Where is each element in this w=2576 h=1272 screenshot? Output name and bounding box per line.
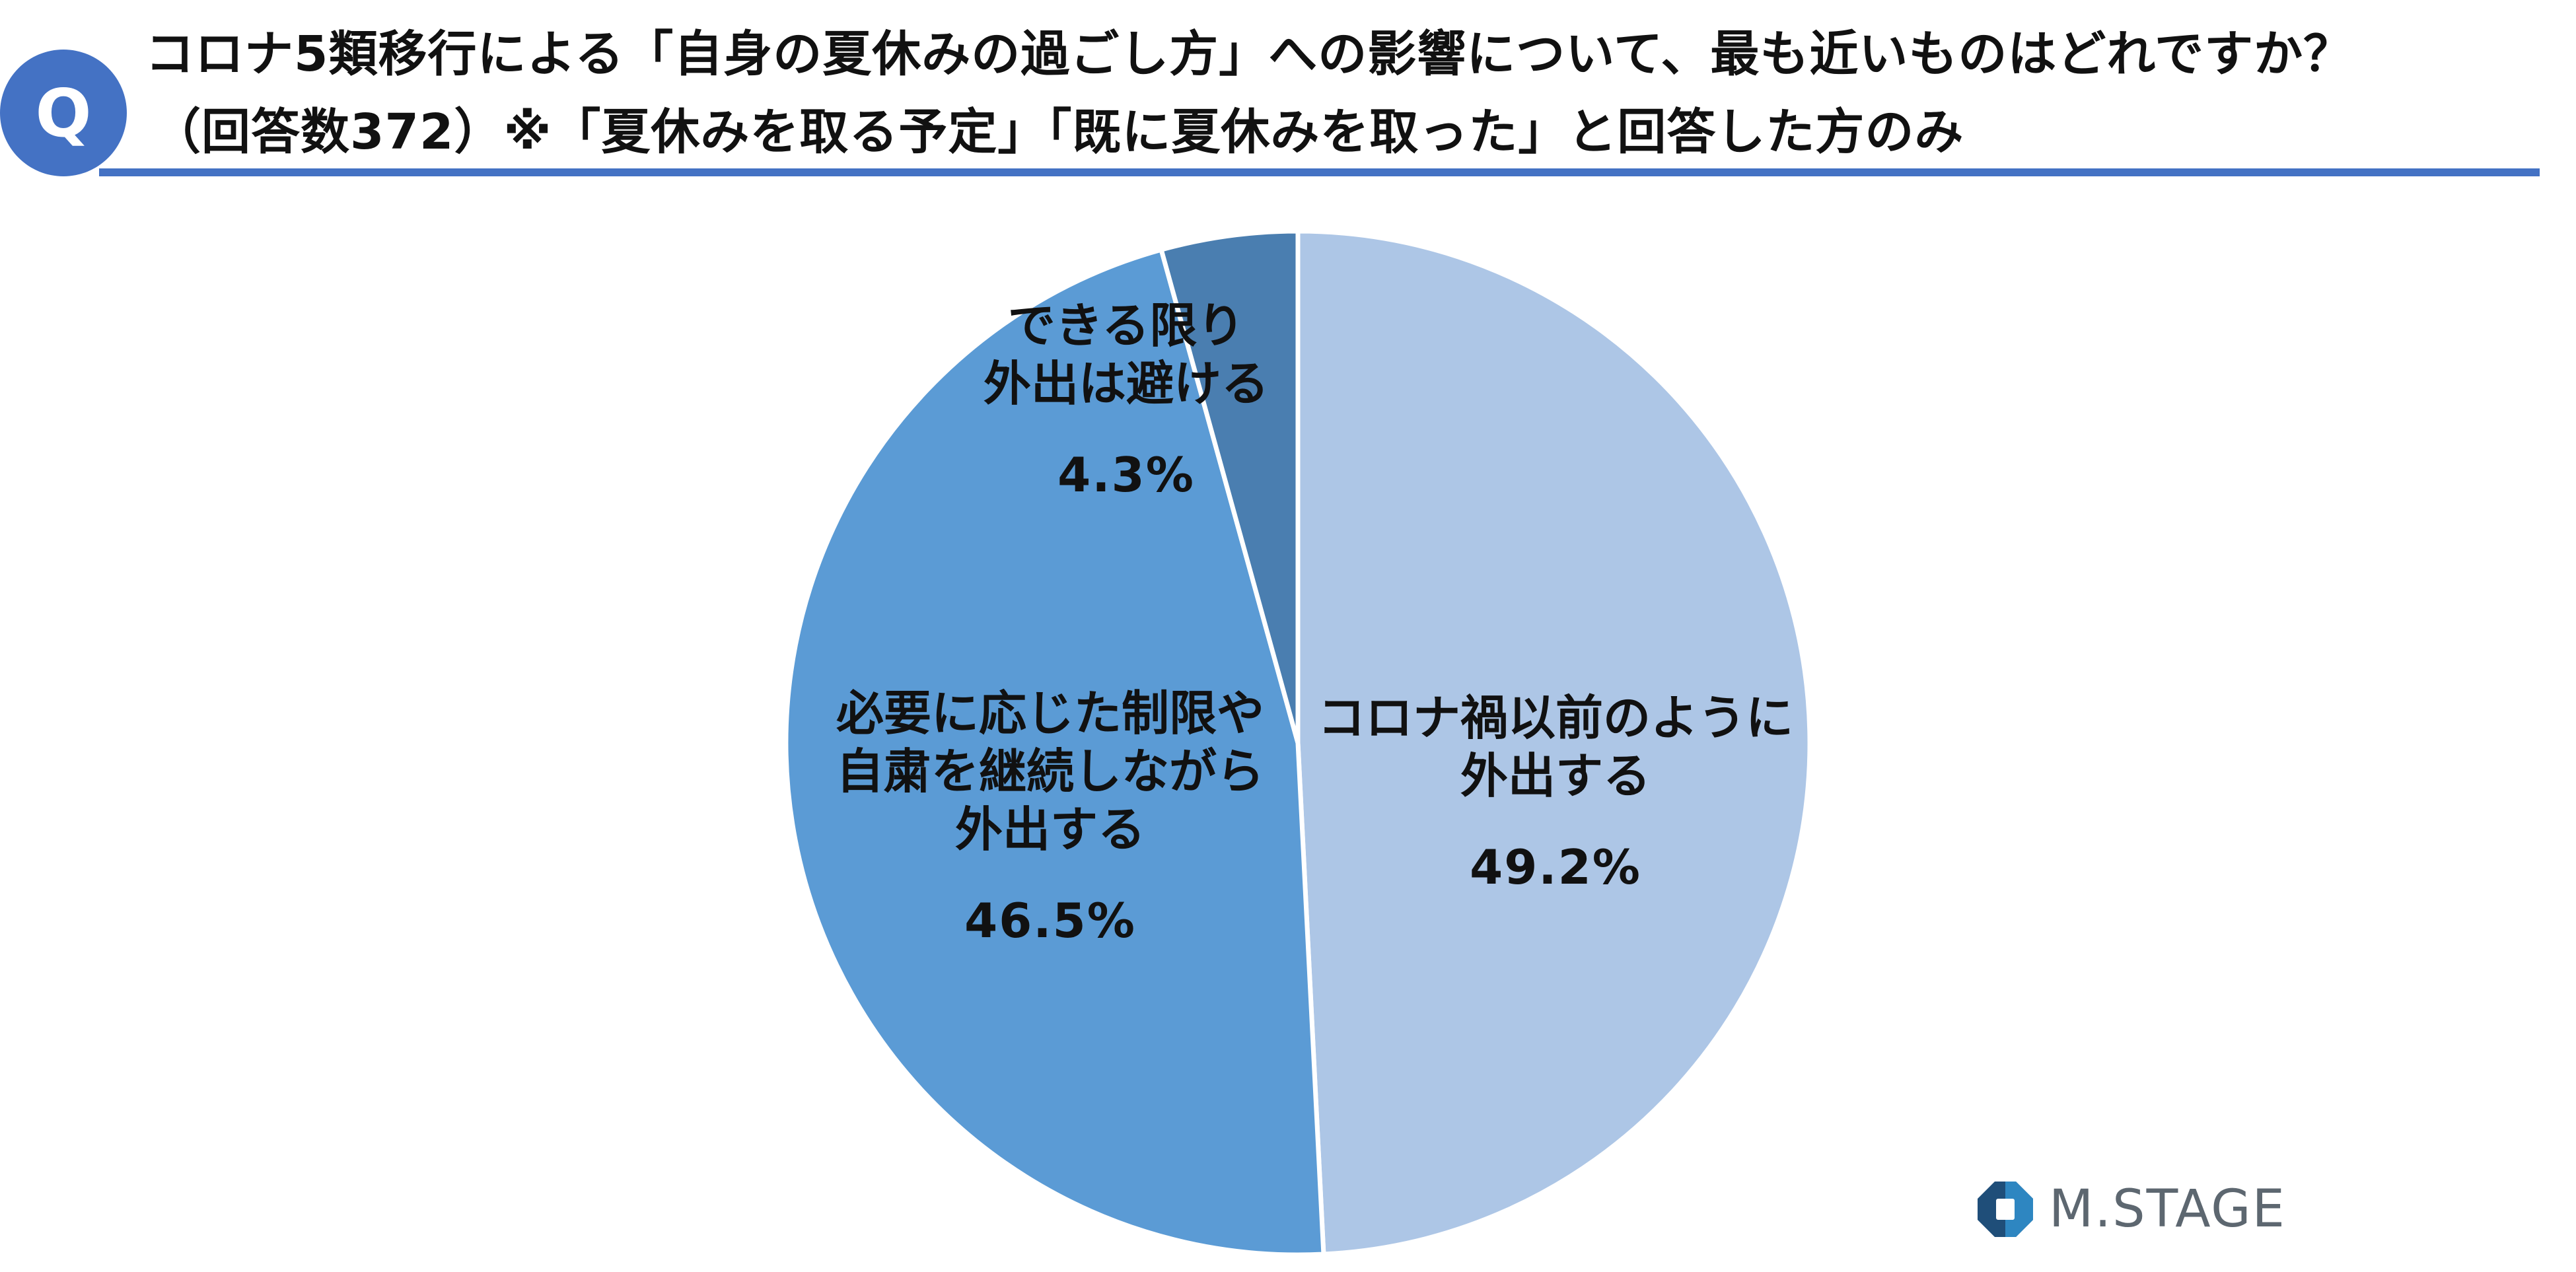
slice-label-3-line-1: できる限り <box>1008 298 1245 353</box>
pie-slice-3 <box>1158 229 1301 744</box>
title-underline <box>99 168 2540 176</box>
slice-label-3-line-2: 外出は避ける <box>984 356 1269 411</box>
slice-value-label-1: 49.2% <box>1470 839 1641 895</box>
pie-slice-1 <box>1295 229 1812 1257</box>
slice-value-label-3: 4.3% <box>1057 447 1195 503</box>
chart-title-line-2: （回答数372）※「夏休みを取る予定」「既に夏休みを取った」と回答した方のみ <box>152 104 1964 160</box>
logo-text: M.STAGE <box>2049 1180 2286 1239</box>
logo-mark-icon <box>1978 1182 2033 1237</box>
pie-slice-2 <box>783 246 1326 1257</box>
chart-title-line-1: コロナ5類移行による「自身の夏休みの過ごし方」への影響について、最も近いものはど… <box>145 26 2353 83</box>
slice-label-1-line-1: コロナ禍以前のように <box>1318 690 1793 746</box>
question-badge: Q <box>0 50 127 176</box>
slice-label-2-line-2: 自粛を継続しながら <box>836 744 1264 799</box>
slice-value-label-2: 46.5% <box>964 893 1136 948</box>
slice-label-2-line-3: 外出する <box>955 802 1145 857</box>
slice-label-1-line-2: 外出する <box>1460 748 1651 804</box>
brand-logo: M.STAGE <box>1975 1179 2286 1240</box>
slice-label-2-line-1: 必要に応じた制限や <box>836 686 1264 741</box>
